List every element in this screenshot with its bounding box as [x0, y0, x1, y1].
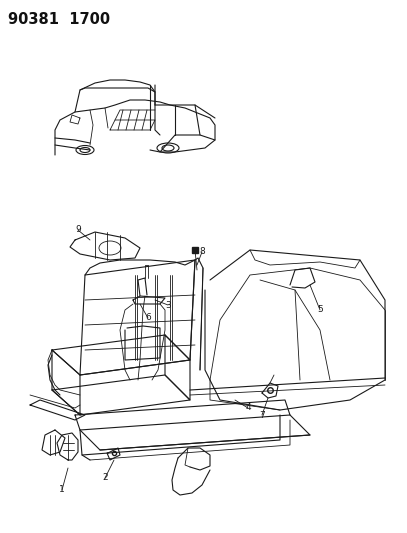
Text: 9: 9	[75, 225, 81, 235]
Text: 3: 3	[165, 301, 171, 310]
Text: 6: 6	[145, 313, 151, 322]
Text: 90381  1700: 90381 1700	[8, 12, 110, 27]
Text: 2: 2	[102, 473, 108, 482]
Text: 1: 1	[59, 486, 65, 495]
Text: 7: 7	[259, 410, 265, 419]
Text: 5: 5	[317, 305, 323, 314]
Text: 4: 4	[245, 403, 251, 413]
Text: 8: 8	[199, 247, 205, 256]
